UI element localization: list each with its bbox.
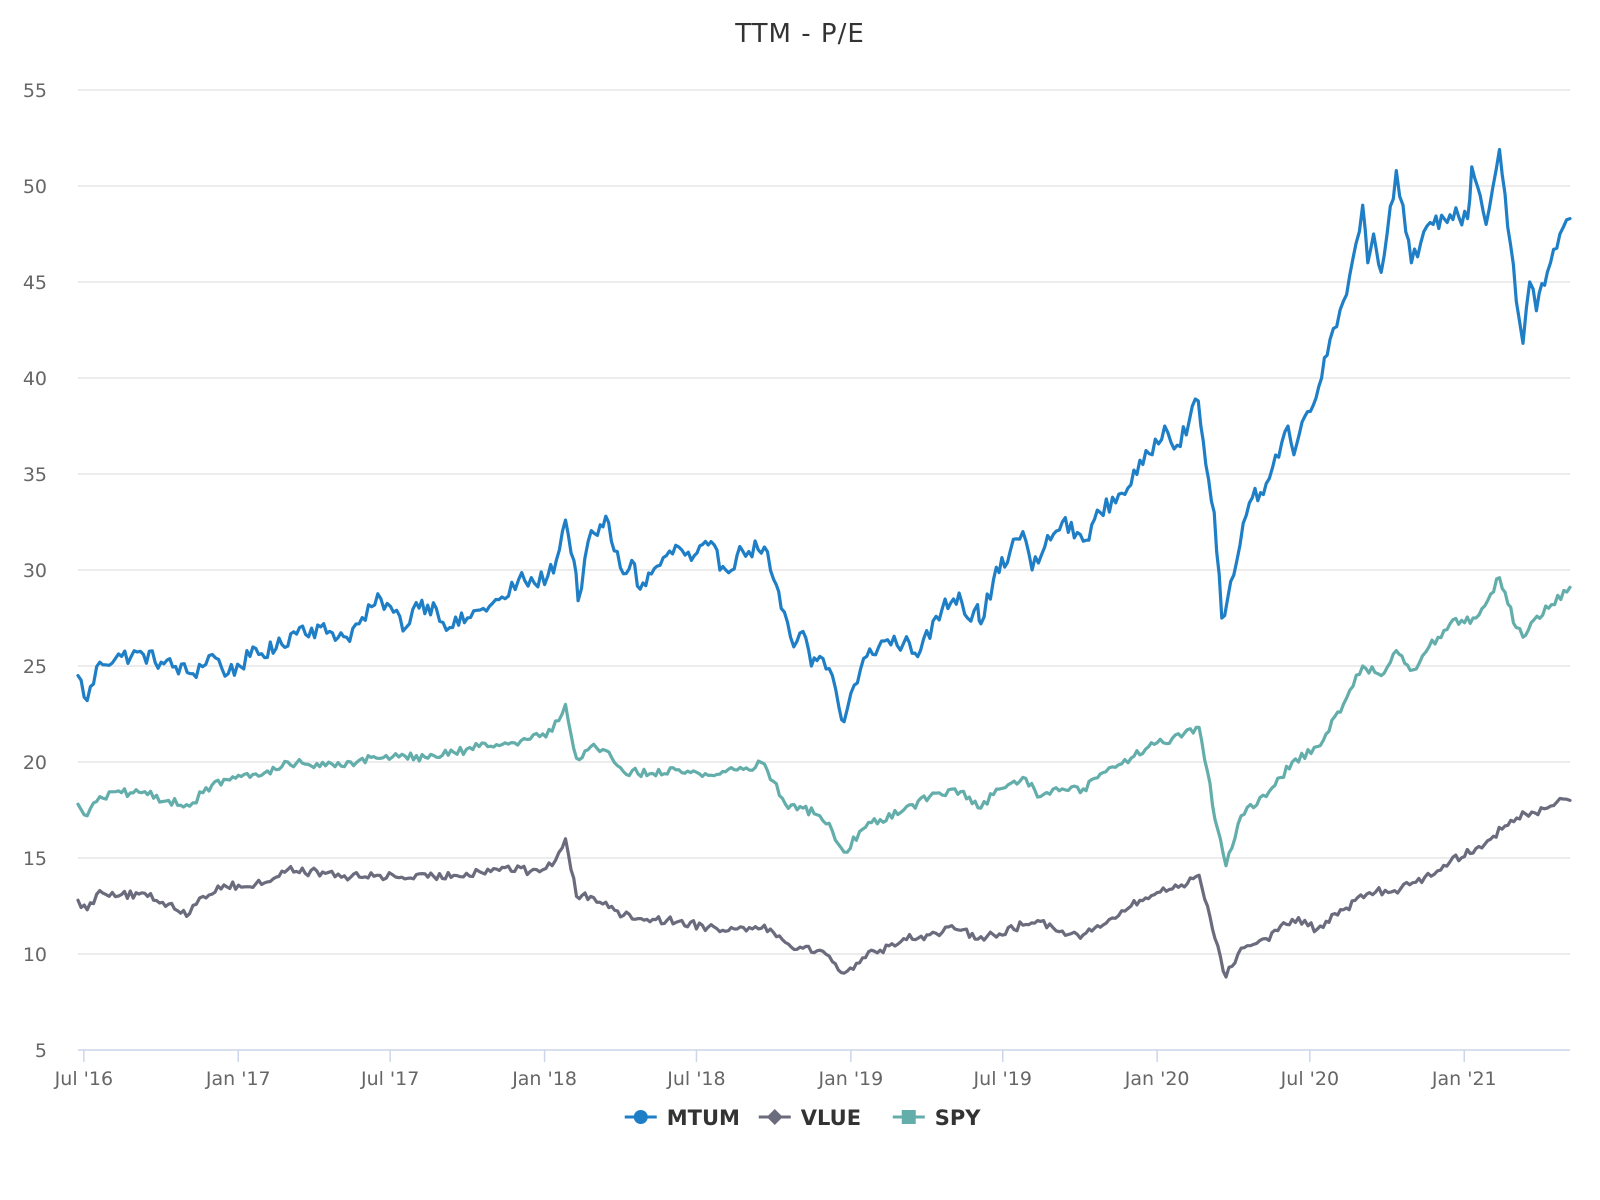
legend-marker-square	[901, 1110, 916, 1124]
y-tick-label: 20	[23, 752, 47, 774]
legend-marker-circle	[633, 1110, 648, 1124]
y-tick-label: 55	[23, 80, 47, 102]
series-line-mtum	[76, 147, 1572, 724]
x-tick-label: Jul '16	[54, 1068, 113, 1090]
x-tick-label: Jan '20	[1124, 1068, 1190, 1090]
gridlines	[78, 89, 1570, 955]
x-tick-label: Jul '18	[666, 1068, 725, 1090]
y-tick-label: 15	[23, 848, 47, 870]
y-tick-label: 5	[35, 1040, 47, 1062]
x-tick-label: Jul '19	[973, 1068, 1032, 1090]
x-axis: Jul '16 Jan '17 Jul '17 Jan '18 Jul '18 Jan '…	[54, 1049, 1570, 1090]
y-tick-label: 50	[23, 176, 47, 198]
y-tick-label: 30	[23, 560, 47, 582]
legend-label: MTUM	[667, 1106, 740, 1130]
legend-item-vlue[interactable]: VLUE	[758, 1106, 861, 1130]
x-tick-label: Jul '20	[1280, 1068, 1339, 1090]
x-tick-label: Jul '17	[360, 1068, 419, 1090]
x-tick-label: Jan '18	[511, 1068, 577, 1090]
legend-label: SPY	[935, 1106, 982, 1130]
x-tick-label: Jan '17	[205, 1068, 271, 1090]
y-tick-label: 45	[23, 272, 47, 294]
y-tick-label: 25	[23, 656, 47, 678]
legend-marker-diamond	[766, 1109, 783, 1125]
legend-label: VLUE	[801, 1106, 861, 1130]
y-tick-label: 10	[23, 944, 47, 966]
y-axis: 5 10 15 20 25 30 35 40 45 50 55	[23, 80, 47, 1062]
series-line-vlue	[76, 796, 1572, 979]
y-tick-label: 40	[23, 368, 47, 390]
y-tick-label: 35	[23, 464, 47, 486]
series-lines	[76, 147, 1572, 979]
legend[interactable]: MTUM VLUE SPY	[624, 1106, 982, 1130]
legend-item-mtum[interactable]: MTUM	[624, 1106, 740, 1130]
x-tick-label: Jan '19	[817, 1068, 883, 1090]
legend-item-spy[interactable]: SPY	[892, 1106, 982, 1130]
chart-title: TTM - P/E	[734, 19, 865, 49]
series-line-spy	[76, 576, 1572, 868]
x-tick-label: Jan '21	[1431, 1068, 1497, 1090]
